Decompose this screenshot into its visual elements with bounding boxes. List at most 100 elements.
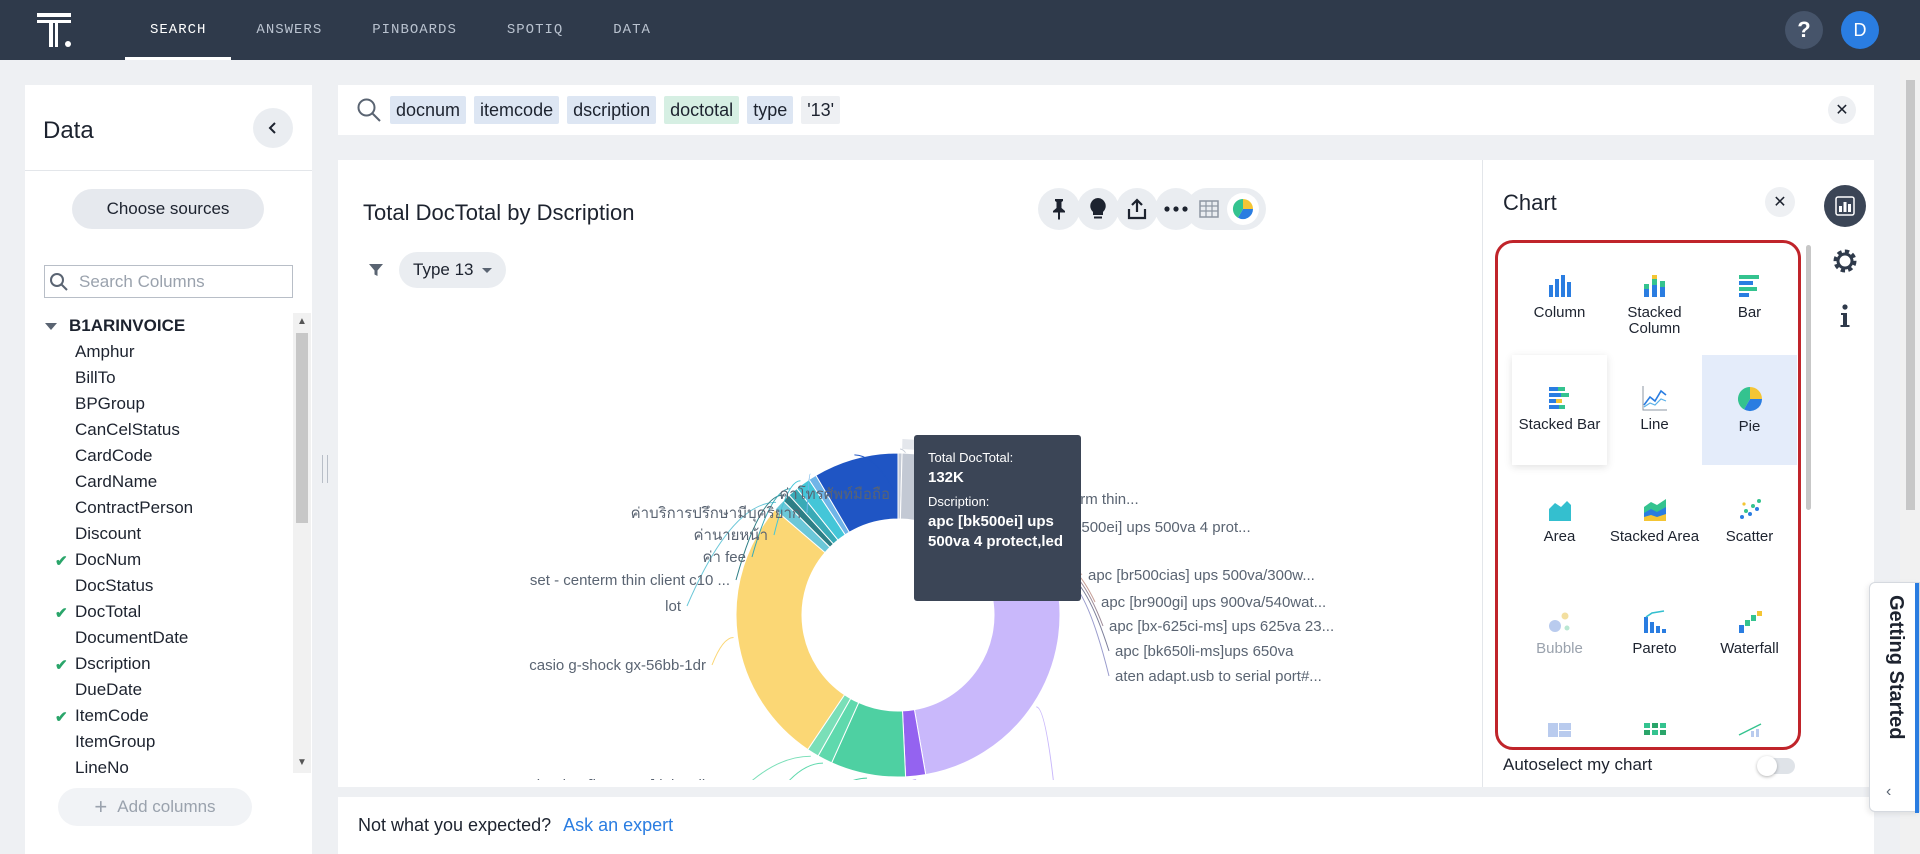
collapse-panel-button[interactable] bbox=[253, 108, 293, 148]
pie-slice-label: lot bbox=[665, 598, 682, 615]
pie-slice[interactable] bbox=[815, 452, 899, 533]
stacked-area-chart-icon bbox=[1643, 499, 1666, 521]
column-item[interactable]: Dscription bbox=[75, 654, 151, 673]
table-view-button[interactable] bbox=[1193, 193, 1225, 225]
search-token[interactable]: type bbox=[747, 96, 794, 124]
nav-tab-pinboards[interactable]: PINBOARDS bbox=[372, 22, 457, 38]
scatter-chart-icon bbox=[1739, 499, 1761, 519]
search-columns-input[interactable]: Search Columns bbox=[44, 265, 293, 298]
column-item[interactable]: Amphur bbox=[75, 342, 135, 361]
chart-type-stacked-bar[interactable]: Stacked Bar bbox=[1512, 355, 1607, 465]
chart-type-stacked-area[interactable]: Stacked Area bbox=[1607, 467, 1702, 577]
nav-tab-search[interactable]: SEARCH bbox=[125, 0, 232, 60]
pie-slice-label: aten adapt.usb to serial port#... bbox=[1115, 668, 1322, 685]
search-bar[interactable]: docnum itemcode dscription doctotal type… bbox=[338, 85, 1874, 135]
top-nav: SEARCH ANSWERS PINBOARDS SPOTIQ DATA ? D bbox=[0, 0, 1920, 60]
chart-type-partial[interactable] bbox=[1702, 691, 1797, 747]
user-avatar[interactable]: D bbox=[1841, 11, 1879, 49]
pie-slice-label: set - centerm thin client c10 ... bbox=[530, 572, 730, 589]
pie-leader-line bbox=[789, 762, 823, 780]
nav-tab-spotiq[interactable]: SPOTIQ bbox=[506, 22, 564, 38]
nav-tab-answers[interactable]: ANSWERS bbox=[256, 22, 323, 38]
table-node[interactable]: B1ARINVOICE bbox=[45, 316, 185, 336]
getting-started-tab[interactable]: Getting Started ‹ bbox=[1869, 582, 1920, 813]
chart-type-partial[interactable] bbox=[1607, 691, 1702, 747]
column-item[interactable]: ItemCode bbox=[75, 706, 149, 725]
pie-slice[interactable] bbox=[735, 508, 846, 751]
column-item[interactable]: DocumentDate bbox=[75, 628, 189, 647]
chart-type-label: Pie bbox=[1738, 418, 1761, 435]
chart-type-partial[interactable] bbox=[1512, 691, 1607, 747]
more-icon bbox=[1164, 206, 1188, 212]
column-item[interactable]: DocStatus bbox=[75, 576, 154, 595]
more-options-button[interactable] bbox=[1155, 188, 1197, 230]
checkmark-icon: ✔ bbox=[55, 553, 68, 570]
column-item[interactable]: ItemGroup bbox=[75, 732, 156, 751]
column-item[interactable]: CardName bbox=[75, 472, 158, 491]
chart-type-label: Scatter bbox=[1725, 528, 1774, 545]
pie-slice-label: ค่า fee bbox=[703, 549, 746, 566]
caret-down-icon[interactable] bbox=[45, 322, 57, 330]
chart-type-bar[interactable]: Bar bbox=[1702, 243, 1797, 353]
chart-type-waterfall[interactable]: Waterfall bbox=[1702, 579, 1797, 689]
chart-type-area[interactable]: Area bbox=[1512, 467, 1607, 577]
search-token[interactable]: doctotal bbox=[664, 96, 740, 124]
thoughtspot-logo[interactable] bbox=[20, 0, 90, 60]
scroll-up-icon[interactable]: ▲ bbox=[297, 316, 307, 327]
close-chart-panel-button[interactable]: ✕ bbox=[1765, 187, 1795, 217]
add-columns-button[interactable]: + Add columns bbox=[58, 788, 252, 826]
column-item[interactable]: CardCode bbox=[75, 446, 153, 465]
getting-started-label: Getting Started bbox=[1885, 595, 1907, 740]
share-button[interactable] bbox=[1116, 188, 1158, 230]
search-token[interactable]: docnum bbox=[390, 96, 467, 124]
column-item[interactable]: LineNo bbox=[75, 758, 129, 773]
chart-type-pareto[interactable]: Pareto bbox=[1607, 579, 1702, 689]
page-scrollbar-thumb[interactable] bbox=[1906, 80, 1915, 510]
chart-grid-scrollbar[interactable] bbox=[1806, 245, 1811, 510]
chart-type-bubble[interactable]: Bubble bbox=[1512, 579, 1607, 689]
help-button[interactable]: ? bbox=[1785, 11, 1823, 49]
column-item[interactable]: CanCelStatus bbox=[75, 420, 180, 439]
column-item[interactable]: Discount bbox=[75, 524, 142, 543]
answer-title[interactable]: Total DocTotal by Dscription bbox=[363, 200, 635, 225]
search-token[interactable]: itemcode bbox=[474, 96, 560, 124]
column-item[interactable]: DocNum bbox=[75, 550, 142, 569]
donut-chart[interactable]: adapter 5v 3a for centerm thin...apc [bk… bbox=[338, 310, 1482, 780]
info-rail-button[interactable] bbox=[1824, 295, 1866, 337]
chart-config-rail-button[interactable] bbox=[1824, 185, 1866, 227]
scrollbar-thumb[interactable] bbox=[296, 333, 308, 523]
clear-search-button[interactable]: ✕ bbox=[1828, 96, 1856, 124]
nav-tab-data[interactable]: DATA bbox=[613, 22, 651, 38]
search-token[interactable]: dscription bbox=[567, 96, 657, 124]
ask-expert-link[interactable]: Ask an expert bbox=[563, 815, 674, 835]
column-item[interactable]: ContractPerson bbox=[75, 498, 194, 517]
autoselect-toggle[interactable] bbox=[1757, 756, 1795, 776]
chart-type-column[interactable]: Column bbox=[1512, 243, 1607, 353]
chart-type-pie[interactable]: Pie bbox=[1702, 355, 1797, 465]
column-item[interactable]: BPGroup bbox=[75, 394, 145, 413]
settings-rail-button[interactable] bbox=[1824, 240, 1866, 282]
column-list-scrollbar[interactable]: ▲ ▼ bbox=[293, 313, 311, 773]
pie-slice[interactable] bbox=[913, 577, 1061, 776]
chart-type-scatter[interactable]: Scatter bbox=[1702, 467, 1797, 577]
chart-view-button[interactable] bbox=[1227, 193, 1259, 225]
choose-sources-button[interactable]: Choose sources bbox=[72, 189, 264, 229]
column-item[interactable]: DueDate bbox=[75, 680, 143, 699]
line-column-chart-icon bbox=[1738, 723, 1761, 737]
chart-tooltip: Total DocTotal: 132K Dscription: apc [bk… bbox=[914, 435, 1081, 601]
panel-resize-handle[interactable] bbox=[322, 455, 328, 483]
pin-button[interactable] bbox=[1038, 188, 1080, 230]
filter-icon[interactable] bbox=[368, 262, 384, 278]
tooltip-attribute-label: Dscription: bbox=[928, 494, 990, 509]
column-item[interactable]: DocTotal bbox=[75, 602, 142, 621]
info-icon bbox=[1840, 304, 1850, 327]
insights-button[interactable] bbox=[1077, 188, 1119, 230]
chart-type-stacked-column[interactable]: Stacked Column bbox=[1607, 243, 1702, 353]
filter-chip[interactable]: Type 13 bbox=[399, 252, 506, 288]
column-item[interactable]: BillTo bbox=[75, 368, 116, 387]
search-token[interactable]: '13' bbox=[801, 96, 841, 124]
chart-type-line[interactable]: Line bbox=[1607, 355, 1702, 465]
search-columns-placeholder: Search Columns bbox=[79, 271, 205, 291]
plus-icon: + bbox=[94, 794, 108, 819]
scroll-down-icon[interactable]: ▼ bbox=[297, 757, 307, 768]
